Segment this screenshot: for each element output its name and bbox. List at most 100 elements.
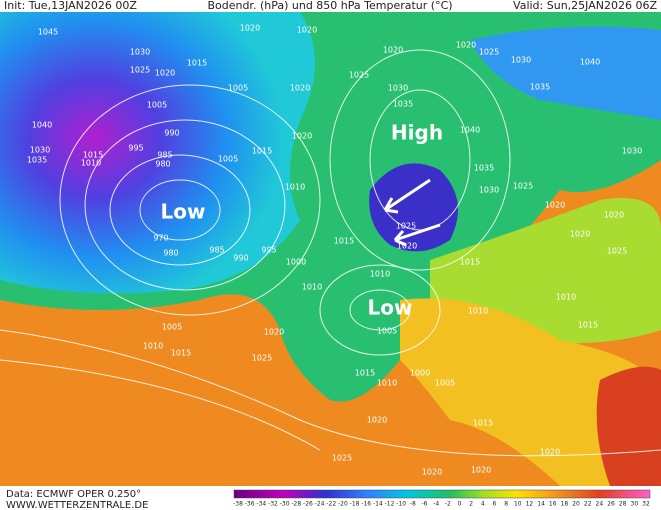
isobar-label: 1035: [393, 100, 413, 109]
colorbar-label: 2: [469, 501, 473, 508]
isobar-label: 1020: [397, 242, 417, 251]
valid-time: Valid: Sun,25JAN2026 06Z: [513, 0, 657, 12]
isobar-label: 1020: [297, 26, 317, 35]
colorbar-label: 20: [572, 501, 580, 508]
isobar-label: 1015: [473, 419, 493, 428]
map-title: Bodendr. (hPa) und 850 hPa Temperatur (°…: [207, 0, 452, 12]
isobar-label: 1045: [38, 28, 58, 37]
colorbar-label: 12: [526, 501, 534, 508]
colorbar-label: -12: [385, 501, 395, 508]
isobar-label: 1015: [334, 237, 354, 246]
colorbar-label: -6: [422, 501, 428, 508]
isobars: [0, 49, 661, 457]
colorbar-label: 26: [607, 501, 615, 508]
isobar-label: 1020: [545, 201, 565, 210]
isobar-label: 1010: [556, 293, 576, 302]
isobar-label: 1020: [383, 46, 403, 55]
colorbar-label: 0: [458, 501, 462, 508]
isobar-label: 1020: [292, 132, 312, 141]
isobar-label: 1020: [570, 230, 590, 239]
isobar-label: 995: [261, 246, 276, 255]
isobar-label: 1025: [396, 222, 416, 231]
isobar-label: 1005: [162, 323, 182, 332]
colorbar-label: 22: [584, 501, 592, 508]
colorbar-label: 4: [481, 501, 485, 508]
colorbar-label: 10: [514, 501, 522, 508]
isobar-label: 1010: [370, 270, 390, 279]
map-background: [0, 12, 661, 486]
isobar-label: 1010: [302, 283, 322, 292]
colorbar-label: -38: [233, 501, 243, 508]
isobar-label: 980: [163, 249, 178, 258]
isobar-label: 1030: [511, 56, 531, 65]
colorbar-label: -24: [315, 501, 325, 508]
isobar-label: 1000: [410, 369, 430, 378]
isobar-label: 1010: [377, 379, 397, 388]
colorbar-label: -14: [373, 501, 383, 508]
isobar-label: 1030: [388, 84, 408, 93]
colorbar-label: -36: [245, 501, 255, 508]
colorbar-label: 6: [493, 501, 497, 508]
isobar-label: 1025: [479, 48, 499, 57]
isobar-label: 1000: [286, 258, 306, 267]
isobar-label: 1020: [456, 41, 476, 50]
isobar-label: 1025: [513, 182, 533, 191]
isobar-label: 1020: [367, 416, 387, 425]
site: WWW.WETTERZENTRALE.DE: [6, 500, 148, 510]
colorbar-label: 32: [642, 501, 650, 508]
isobar-label: 1015: [83, 151, 103, 160]
isobar-label: 1020: [604, 211, 624, 220]
data-source: Data: ECMWF OPER 0.250°: [6, 489, 141, 500]
isobar-label: 1010: [143, 342, 163, 351]
isobar-label: 990: [164, 129, 179, 138]
colorbar-label: 14: [537, 501, 545, 508]
isobar-label: 1030: [30, 146, 50, 155]
header-bar: [0, 0, 661, 12]
isobar-label: 1025: [349, 71, 369, 80]
pressure-system-label: Low: [368, 296, 413, 320]
colorbar-label: 16: [549, 501, 557, 508]
isobar-label: 1030: [479, 186, 499, 195]
colorbar: [233, 489, 651, 499]
isobar-label: 1035: [27, 156, 47, 165]
isobar-label: 980: [155, 160, 170, 169]
isobar-label: 1015: [355, 369, 375, 378]
colorbar-label: 8: [504, 501, 508, 508]
isobar-label: 1020: [240, 24, 260, 33]
isobar-label: 1005: [377, 327, 397, 336]
isobar-label: 1005: [435, 379, 455, 388]
isobar-label: 1015: [578, 321, 598, 330]
isobar-label: 995: [128, 144, 143, 153]
isobar-label: 1010: [285, 183, 305, 192]
wind-arrows: [383, 178, 441, 247]
init-time: Init: Tue,13JAN2026 00Z: [4, 0, 137, 12]
colorbar-label: -34: [256, 501, 266, 508]
pressure-system-label: Low: [161, 200, 206, 224]
isobar-label: 1025: [130, 66, 150, 75]
isobar-label: 1035: [474, 164, 494, 173]
isobar-label: 1030: [622, 147, 642, 156]
colorbar-label: 28: [619, 501, 627, 508]
isobar-label: 1015: [171, 349, 191, 358]
isobar-label: 1020: [422, 468, 442, 477]
isobar-label: 1005: [147, 101, 167, 110]
isobar-label: 1005: [218, 155, 238, 164]
colorbar-label: 18: [561, 501, 569, 508]
colorbar-label: -20: [338, 501, 348, 508]
colorbar-label: -18: [350, 501, 360, 508]
isobar-label: 990: [233, 254, 248, 263]
isobar-label: 1040: [32, 121, 52, 130]
isobar-label: 985: [157, 151, 172, 160]
isobar-label: 1025: [607, 247, 627, 256]
colorbar-label: 30: [631, 501, 639, 508]
isobar-label: 1015: [187, 59, 207, 68]
colorbar-label: -10: [396, 501, 406, 508]
pressure-system-label: High: [391, 121, 443, 145]
colorbar-label: -32: [268, 501, 278, 508]
isobar-label: 1015: [252, 147, 272, 156]
isobar-label: 1025: [252, 354, 272, 363]
colorbar-label: -8: [410, 501, 416, 508]
colorbar-label: -4: [433, 501, 439, 508]
isobar-label: 1035: [530, 83, 550, 92]
